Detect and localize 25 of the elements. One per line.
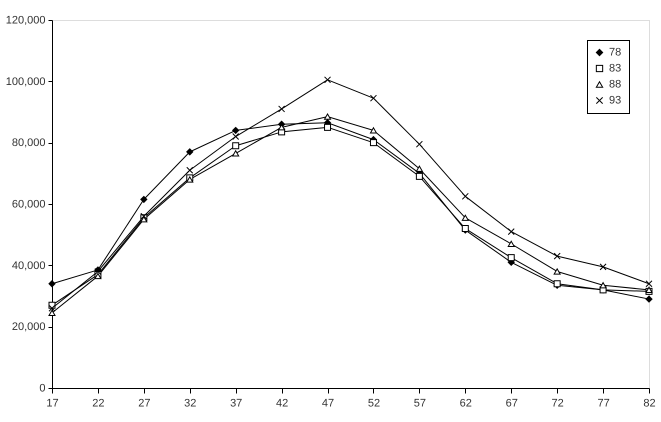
y-tick-label: 40,000 xyxy=(12,260,46,272)
y-tick-label: 0 xyxy=(39,382,46,394)
x-tick-label: 82 xyxy=(643,398,656,410)
x-tick-label: 62 xyxy=(460,398,472,410)
x-tick-label: 47 xyxy=(322,398,334,410)
y-tick-label: 20,000 xyxy=(12,321,46,334)
x-tick-label: 22 xyxy=(92,398,105,410)
x-tick-label: 17 xyxy=(46,398,59,410)
y-tick-label: 120,000 xyxy=(6,14,46,26)
y-tick-label: 100,000 xyxy=(6,76,46,88)
x-tick-label: 32 xyxy=(184,398,196,410)
x-tick-label: 27 xyxy=(138,398,150,410)
legend-label: 83 xyxy=(609,62,622,74)
x-tick-label: 42 xyxy=(276,398,288,410)
x-tick-label: 77 xyxy=(597,398,610,410)
y-tick-label: 80,000 xyxy=(12,137,46,150)
x-tick-label: 72 xyxy=(552,398,564,410)
x-tick-label: 57 xyxy=(414,398,426,410)
x-tick-label: 52 xyxy=(368,398,380,410)
y-tick-label: 60,000 xyxy=(12,198,46,210)
legend-label: 93 xyxy=(609,94,622,106)
x-tick-label: 67 xyxy=(506,398,518,410)
legend-label: 88 xyxy=(609,78,622,90)
x-tick-label: 37 xyxy=(230,398,242,410)
legend-label: 78 xyxy=(609,46,622,58)
